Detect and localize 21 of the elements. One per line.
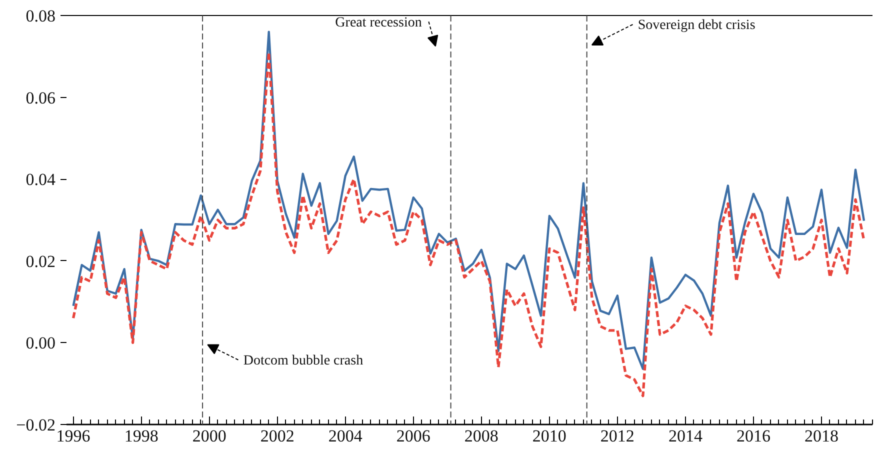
x-tick-label: 2006 [396,426,430,446]
x-tick-label: 2000 [192,426,226,446]
x-tick-label: 2004 [328,426,363,446]
y-tick-label: 0.04 [26,170,56,190]
x-tick-label: 2010 [532,426,566,446]
x-tick-label: 2018 [804,426,838,446]
x-tick-label: 2008 [464,426,498,446]
ref-line-label: Great recession [335,15,422,30]
x-tick-label: 2016 [736,426,770,446]
ref-line-label: Sovereign debt crisis [638,18,756,34]
y-tick-label: −0.02 [16,416,56,434]
x-tick-label: 1998 [124,426,158,446]
x-tick-label: 1996 [56,426,90,446]
y-tick-label: 0.06 [26,88,56,108]
y-tick-label: 0.02 [26,252,56,271]
x-tick-label: 2002 [260,426,294,446]
ref-line-label: Dotcom bubble crash [243,354,364,369]
x-tick-label: 2014 [668,426,703,446]
y-tick-label: 0.08 [26,6,56,26]
x-tick-label: 2012 [600,426,634,446]
y-tick-label: 0.00 [26,334,56,353]
